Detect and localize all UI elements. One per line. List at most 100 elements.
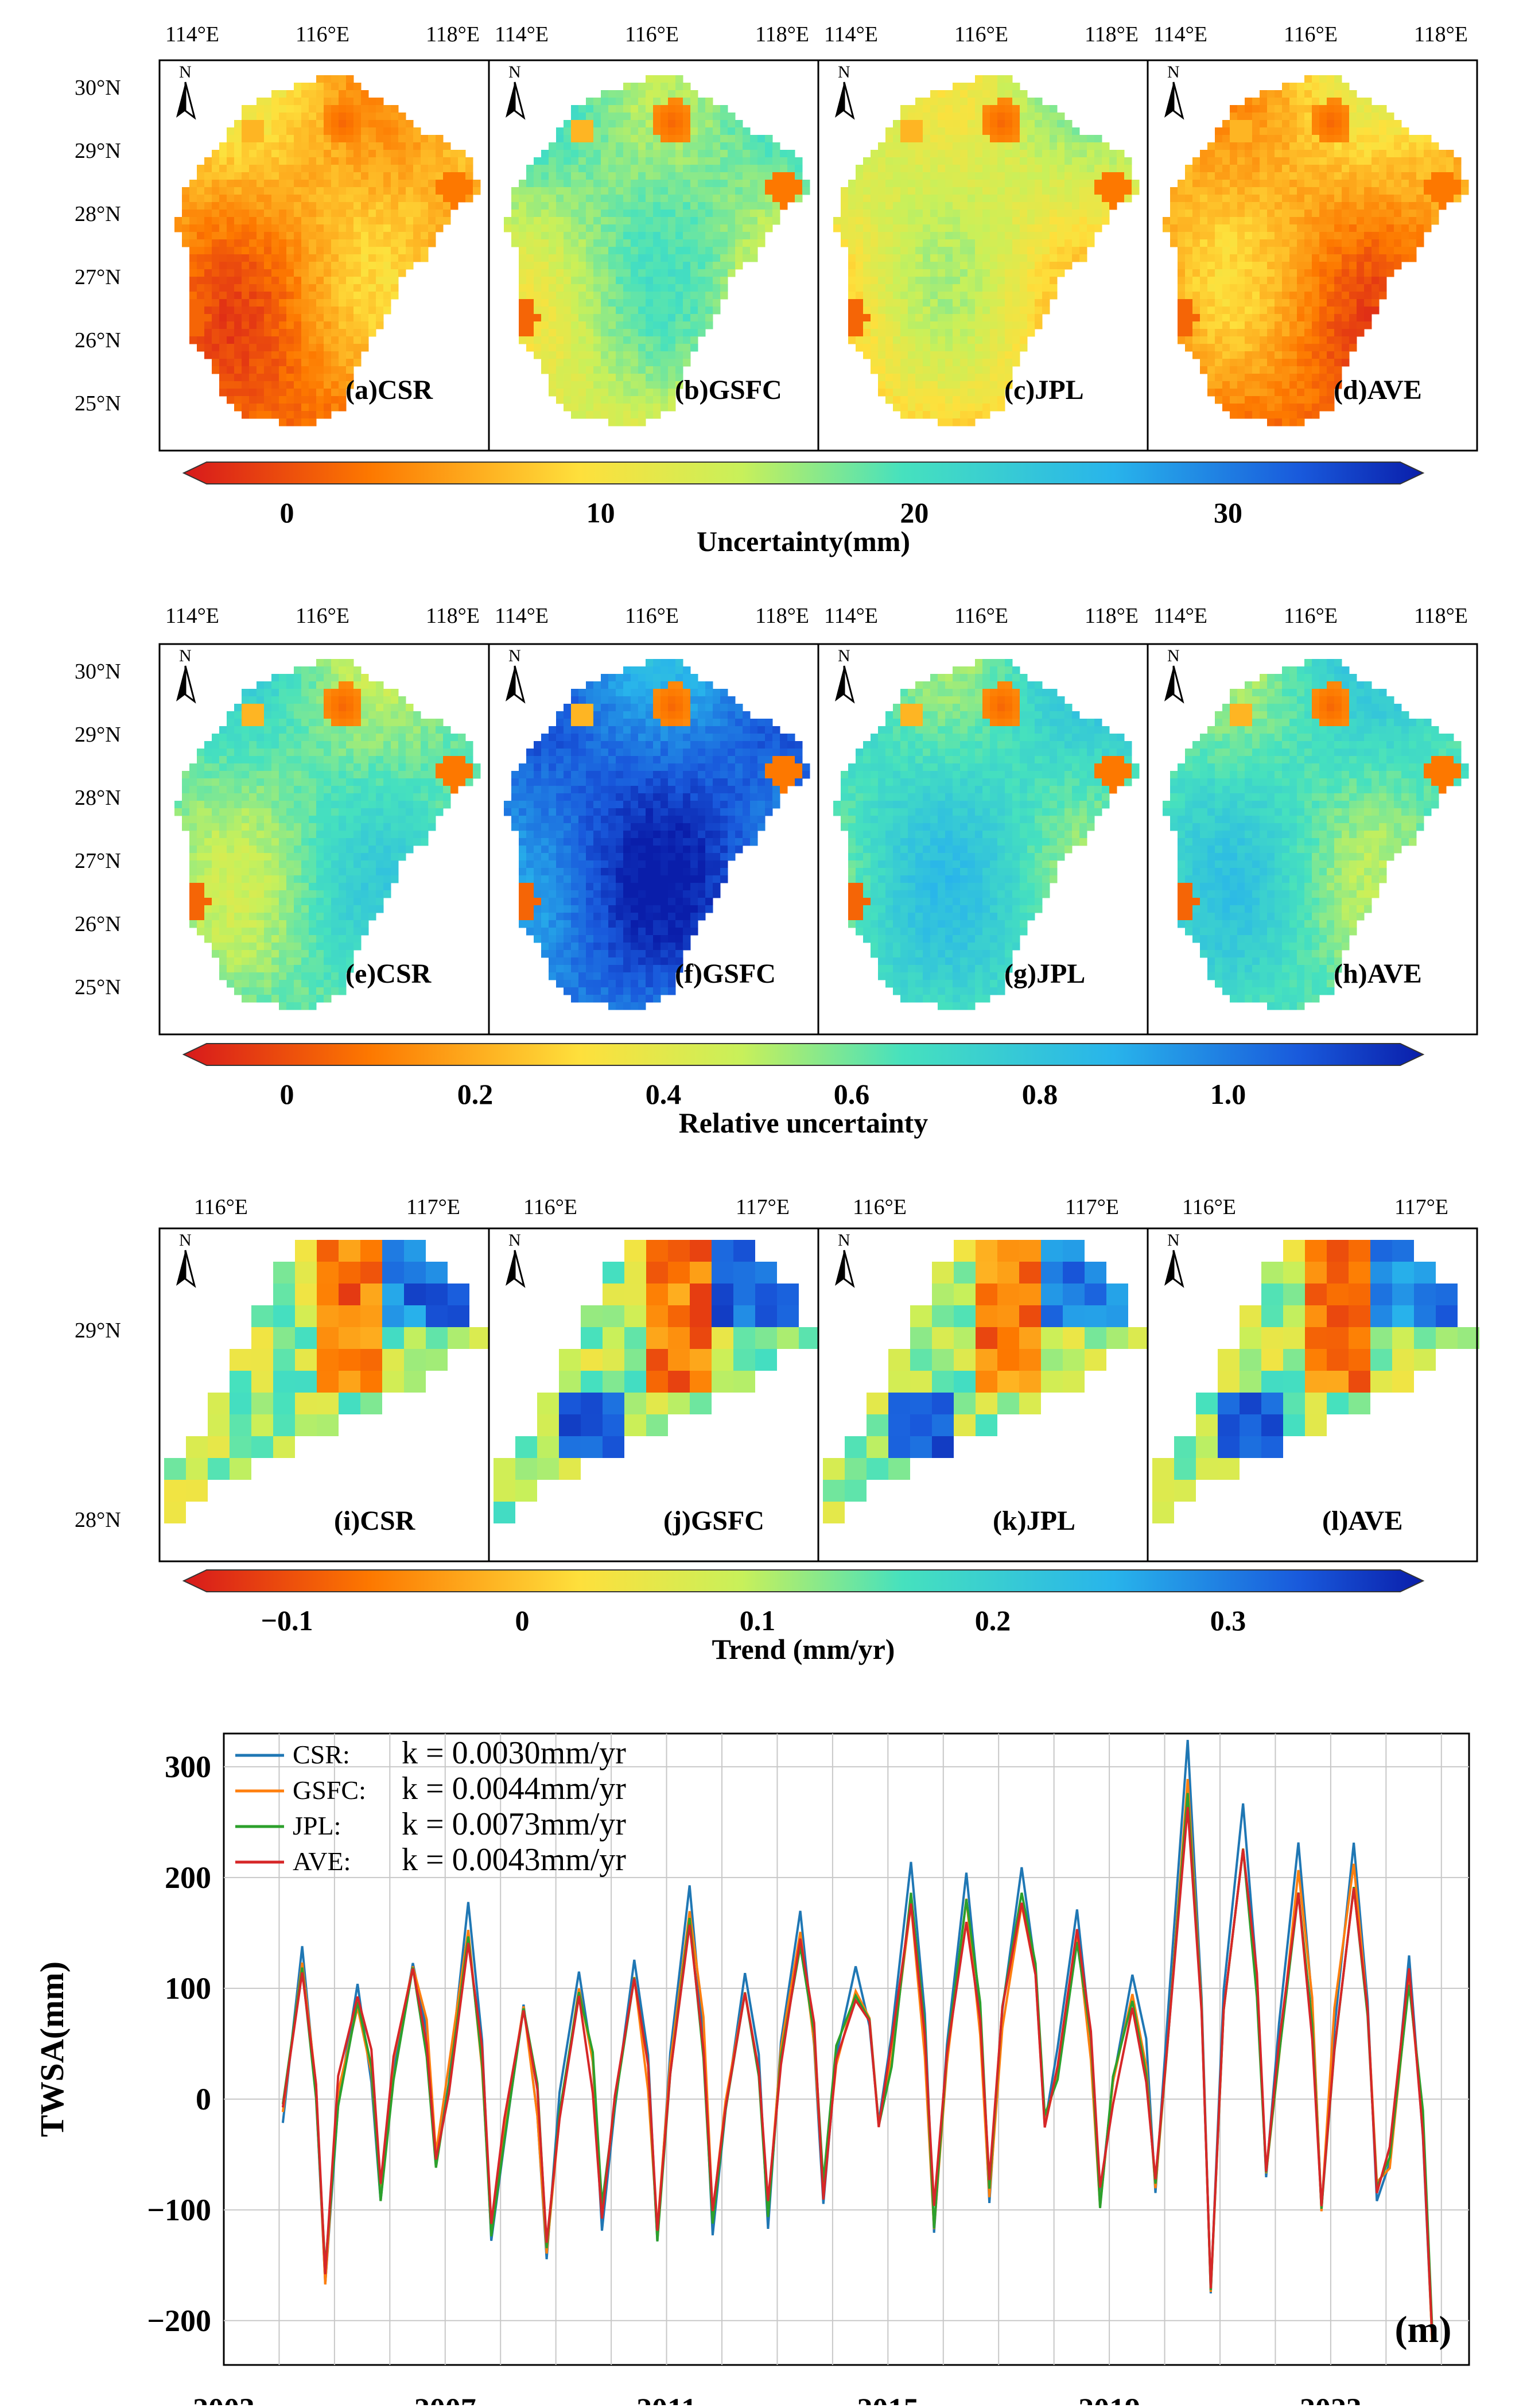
map-pixel — [675, 292, 683, 300]
map-pixel — [1267, 359, 1275, 367]
map-pixel — [878, 157, 886, 165]
map-pixel — [923, 292, 931, 300]
map-pixel — [309, 366, 317, 374]
map-pixel — [1275, 165, 1283, 173]
map-pixel — [450, 165, 459, 173]
map-pixel — [204, 269, 212, 277]
map-pixel — [690, 254, 698, 262]
map-pixel — [346, 247, 354, 255]
map-pixel — [1185, 180, 1193, 188]
map-pixel — [413, 232, 421, 240]
map-pixel — [279, 344, 287, 352]
map-pixel — [930, 180, 938, 188]
map-pixel — [1267, 344, 1275, 352]
map-pixel — [324, 404, 332, 412]
map-pixel — [1334, 150, 1342, 158]
map-pixel — [1372, 284, 1380, 292]
map-pixel — [930, 239, 938, 247]
map-pixel — [690, 105, 698, 113]
map-pixel — [197, 210, 205, 218]
map-pixel — [1215, 180, 1223, 188]
map-pixel — [1094, 217, 1102, 225]
map-pixel — [638, 314, 646, 322]
map-pixel — [1237, 366, 1245, 374]
map-pixel — [1327, 329, 1335, 337]
map-pixel — [1304, 344, 1312, 352]
map-pixel — [1312, 292, 1320, 300]
map-pixel — [646, 202, 654, 210]
map-pixel — [631, 359, 639, 367]
map-pixel — [1275, 239, 1283, 247]
map-pixel — [361, 187, 369, 195]
map-pixel — [1260, 277, 1268, 285]
map-pixel — [668, 292, 676, 300]
map-pixel — [690, 239, 698, 247]
map-pixel — [264, 307, 272, 315]
map-pixel — [990, 105, 998, 113]
map-pixel — [1237, 135, 1245, 143]
map-pixel — [653, 366, 661, 374]
map-pixel — [1245, 344, 1253, 352]
map-pixel — [324, 165, 332, 173]
map-pixel — [1035, 239, 1043, 247]
map-pixel — [294, 195, 302, 203]
map-pixel — [526, 165, 534, 173]
map-pixel — [960, 254, 968, 262]
map-pixel — [1401, 254, 1409, 262]
map-pixel — [556, 366, 564, 374]
map-pixel — [571, 127, 579, 135]
map-pixel — [458, 172, 466, 180]
map-pixel — [242, 224, 250, 232]
map-pixel — [915, 381, 923, 389]
map-pixel — [675, 217, 683, 225]
map-pixel — [1027, 269, 1035, 277]
map-pixel — [975, 120, 983, 128]
map-pixel — [675, 187, 683, 195]
map-pixel — [1222, 329, 1230, 337]
map-pixel — [990, 195, 998, 203]
map-pixel — [661, 329, 669, 337]
map-pixel — [1334, 239, 1342, 247]
map-pixel — [1117, 165, 1125, 173]
map-pixel — [661, 351, 669, 359]
map-pixel — [1372, 277, 1380, 285]
map-pixel — [219, 284, 227, 292]
map-pixel — [1454, 157, 1462, 165]
map-pixel — [1260, 172, 1268, 180]
map-pixel — [893, 329, 901, 337]
map-pixel — [893, 165, 901, 173]
map-pixel — [735, 224, 743, 232]
map-pixel — [601, 172, 609, 180]
map-pixel — [182, 187, 190, 195]
map-pixel — [631, 269, 639, 277]
map-pixel — [1215, 172, 1223, 180]
map-pixel — [653, 142, 661, 150]
map-pixel — [1215, 269, 1223, 277]
map-pixel — [683, 127, 691, 135]
map-pixel — [346, 217, 354, 225]
map-pixel — [938, 374, 946, 382]
map-pixel — [324, 351, 332, 359]
map-pixel — [1297, 135, 1305, 143]
map-pixel — [1282, 98, 1290, 106]
map-pixel — [1027, 172, 1035, 180]
map-pixel — [653, 329, 661, 337]
map-pixel — [316, 269, 324, 277]
map-pixel — [339, 75, 347, 83]
map-pixel — [1027, 314, 1035, 322]
map-pixel — [1237, 411, 1245, 419]
map-pixel — [391, 292, 399, 300]
map-pixel — [1245, 374, 1253, 382]
map-pixel — [1245, 120, 1253, 128]
map-pixel — [631, 202, 639, 210]
map-pixel — [638, 187, 646, 195]
map-pixel — [772, 172, 780, 180]
map-pixel — [271, 180, 279, 188]
map-pixel — [661, 150, 669, 158]
map-pixel — [219, 374, 227, 382]
map-pixel — [1192, 202, 1200, 210]
map-pixel — [182, 239, 190, 247]
map-pixel — [541, 269, 549, 277]
map-pixel — [1087, 239, 1095, 247]
map-pixel — [309, 105, 317, 113]
